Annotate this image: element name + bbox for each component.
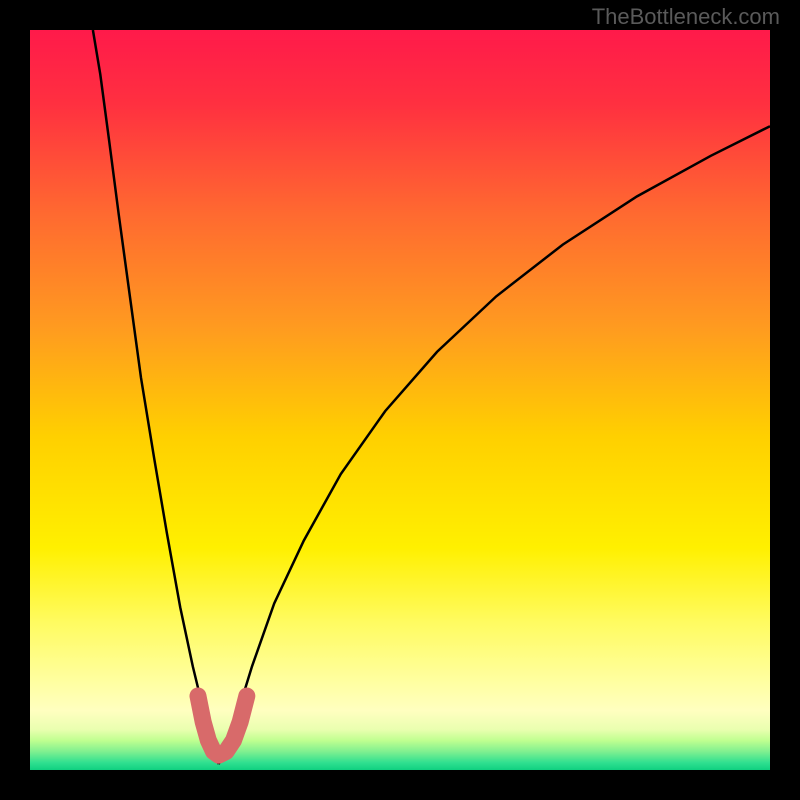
plot-area <box>30 30 770 770</box>
optimal-zone-highlight <box>198 696 247 755</box>
curve-left-branch <box>93 30 219 764</box>
bottleneck-curve <box>30 30 770 770</box>
watermark: TheBottleneck.com <box>592 4 780 30</box>
curve-right-branch <box>219 126 770 764</box>
